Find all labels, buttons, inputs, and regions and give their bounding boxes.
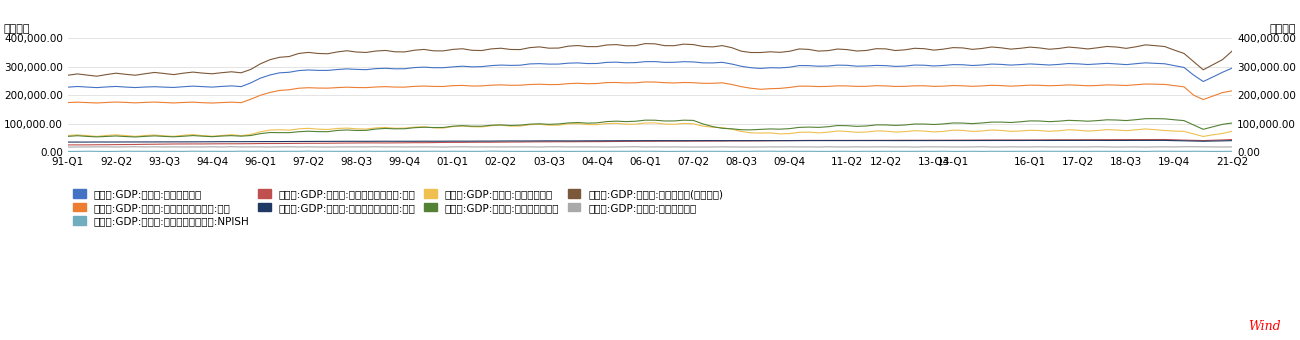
Text: 百万欧元: 百万欧元 — [4, 24, 30, 34]
Text: Wind: Wind — [1248, 320, 1280, 333]
Text: 百万欧元: 百万欧元 — [1270, 24, 1296, 34]
Legend: 意大利:GDP:不变价:最终消费支出, 意大利:GDP:不变价:私人最终消费支出:居民, 意大利:GDP:不变价:私人最终消费支出:NPISH, 意大利:GDP: 意大利:GDP:不变价:最终消费支出, 意大利:GDP:不变价:私人最终消费支出… — [73, 189, 724, 226]
